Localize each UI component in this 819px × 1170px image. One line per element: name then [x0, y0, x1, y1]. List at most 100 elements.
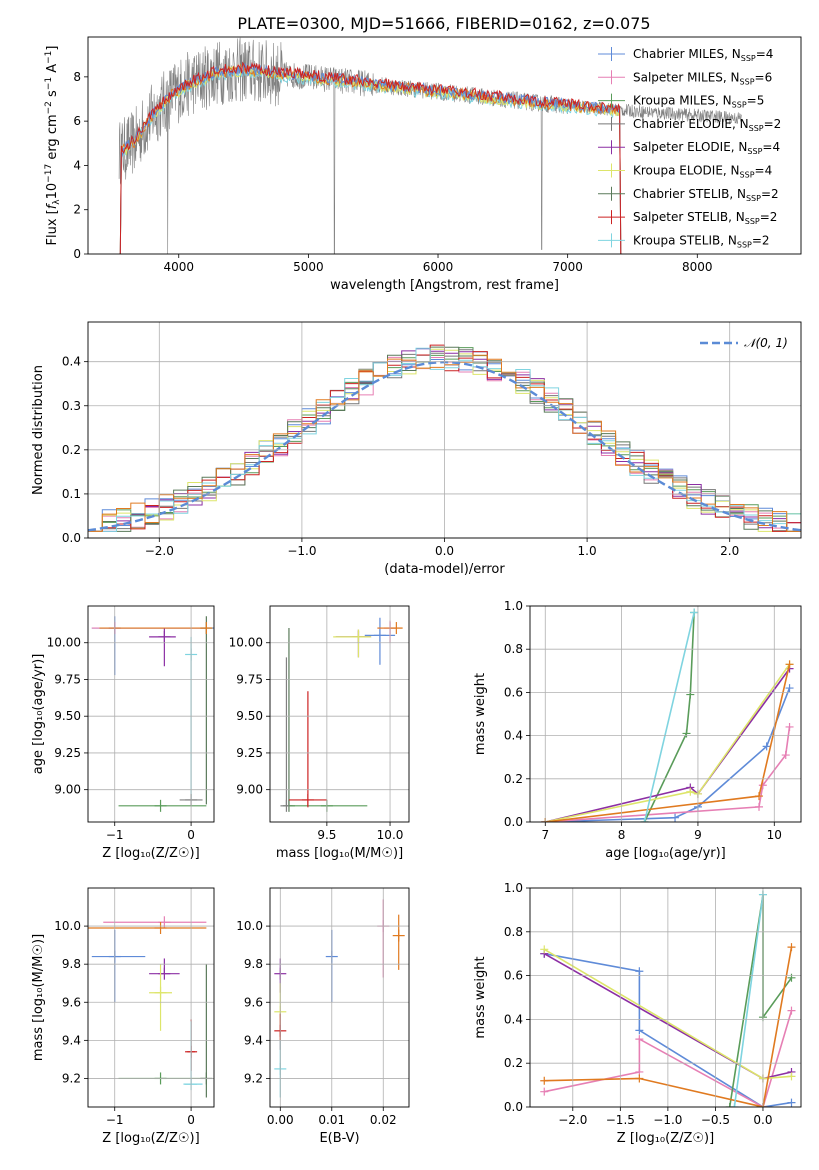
- x-axis-label: Z [log₁₀(Z/Z☉)]: [102, 1131, 199, 1146]
- legend-label: Chabrier MILES, NSSP=4: [633, 47, 773, 63]
- mass-weight-marker: [686, 787, 695, 796]
- axes-frame: [269, 605, 410, 823]
- mass-weight-marker: [755, 802, 764, 811]
- y-tick-label: 1.0: [504, 599, 523, 613]
- y-axis-label: mass [log₁₀(M/M☉)]: [31, 934, 46, 1061]
- mass-weight-marker: [635, 1074, 644, 1083]
- x-tick-label: 10: [767, 828, 782, 842]
- x-axis-label: Z [log₁₀(Z/Z☉)]: [102, 846, 199, 861]
- model-spectrum-line: [119, 61, 622, 254]
- y-tick-label: 9.2: [244, 1071, 263, 1085]
- x-tick-label: 0.00: [267, 1113, 294, 1127]
- mass-weight-marker: [781, 751, 790, 760]
- legend-label: Salpeter MILES, NSSP=6: [633, 70, 772, 86]
- y-tick-label: 1.0: [504, 881, 523, 895]
- figure-title: PLATE=0300, MJD=51666, FIBERID=0162, z=0…: [237, 14, 650, 33]
- legend-label-part: SSP: [737, 240, 752, 249]
- y-tick-label: 0.2: [504, 772, 523, 786]
- y-label-part: f: [45, 202, 60, 209]
- x-tick-label: 10.0: [377, 828, 404, 842]
- legend-label-part: SSP: [740, 171, 755, 180]
- legend-label-part: =6: [755, 70, 773, 84]
- y-tick-label: 4: [73, 158, 81, 172]
- y-tick-label: 9.00: [236, 783, 263, 797]
- y-label-part: −1: [44, 51, 54, 64]
- mass-weight-marker: [682, 729, 691, 738]
- y-label-part: −17: [44, 164, 54, 183]
- errorbar-point: [280, 657, 293, 812]
- mass-weight-marker: [787, 1098, 796, 1107]
- mass-weight-marker: [785, 722, 794, 731]
- errorbar-point: [288, 691, 327, 808]
- x-tick-label: 8: [618, 828, 626, 842]
- plot-area: [118, 37, 742, 254]
- x-axis-label: (data-model)/error: [384, 562, 505, 577]
- x-tick-label: 0.0: [753, 1113, 772, 1127]
- x-axis-label: age [log₁₀(age/yr)]: [605, 846, 726, 861]
- y-tick-label: 10.0: [236, 919, 263, 933]
- y-tick-label: 10.0: [54, 919, 81, 933]
- panel-mass-vs-Z: −1 0 9.2 9.4 9.6 9.8 10.0 Z [log₁₀(Z/Z☉)] mass […: [31, 887, 215, 1146]
- y-tick-label: 9.50: [236, 709, 263, 723]
- mass-weight-marker: [671, 813, 680, 822]
- legend-label-part: SSP: [745, 217, 760, 226]
- x-tick-label: 0: [187, 1113, 195, 1127]
- y-tick-label: 0.6: [504, 685, 523, 699]
- y-tick-label: 9.6: [62, 995, 81, 1009]
- y-axis-label: mass weight: [473, 956, 488, 1038]
- y-tick-label: 0.8: [504, 642, 523, 656]
- y-tick-label: 0.4: [504, 729, 523, 743]
- y-tick-label: 0: [73, 247, 81, 261]
- panel-massweight-vs-Z: −2.0 −1.5 −1.0 −0.5 0.0 0.0 0.2 0.4 0.6 0.8 1.0 Z […: [473, 881, 802, 1146]
- y-label-part: ]: [45, 46, 60, 51]
- y-tick-label: 0.4: [504, 1012, 523, 1026]
- x-tick-label: 2.0: [720, 544, 739, 558]
- mass-weight-marker: [635, 1026, 644, 1035]
- y-axis-label: mass weight: [473, 673, 488, 755]
- legend-label-part: Kroupa MILES, N: [633, 94, 732, 108]
- axes-frame: [87, 605, 215, 823]
- model-spectrum-line: [119, 68, 622, 254]
- x-tick-label: −1.5: [606, 1113, 635, 1127]
- legend-label: Chabrier STELIB, NSSP=2: [633, 187, 779, 203]
- legend-label-part: =2: [761, 187, 779, 201]
- mass-weight-marker: [787, 1072, 796, 1081]
- mass-weight-line: [545, 687, 791, 822]
- axes-frame: [87, 321, 802, 539]
- mass-weight-marker: [787, 1006, 796, 1015]
- x-tick-label: 8000: [682, 260, 713, 274]
- legend-label-part: SSP: [749, 124, 764, 133]
- mass-weight-line: [545, 668, 791, 822]
- mass-weight-line: [733, 894, 764, 1107]
- mass-weight-marker: [690, 608, 699, 617]
- x-tick-label: 0.01: [318, 1113, 345, 1127]
- mass-weight-line: [544, 946, 793, 1107]
- errorbar-point: [88, 921, 207, 934]
- panel-spectrum: 4000 5000 6000 7000 8000 0 2 4 6 8 wavelength [Ang…: [44, 36, 802, 293]
- model-spectrum-line: [119, 65, 622, 254]
- legend-label: 𝒩(0, 1): [744, 336, 788, 350]
- legend-label: Salpeter ELODIE, NSSP=4: [633, 140, 780, 156]
- errorbar-point: [200, 964, 213, 1098]
- y-tick-label: 9.4: [62, 1033, 81, 1047]
- y-tick-label: 0.0: [504, 815, 523, 829]
- x-tick-label: −2.0: [145, 544, 174, 558]
- x-tick-label: −2.0: [558, 1113, 587, 1127]
- panel-massweight-vs-age: 7 8 9 10 0.0 0.2 0.4 0.6 0.8 1.0 age [log₁₀(age/yr…: [473, 599, 802, 861]
- y-tick-label: 0.2: [62, 443, 81, 457]
- y-axis-label: Flux [fλ10−17 erg cm−2 s−1 A−1]: [44, 46, 62, 246]
- mass-weight-marker: [787, 943, 796, 952]
- model-spectrum-line: [119, 63, 622, 254]
- legend-label-part: Kroupa STELIB, N: [633, 233, 737, 247]
- plot-area: [88, 916, 213, 1098]
- errorbar-point: [200, 616, 213, 805]
- legend-label-part: Kroupa ELODIE, N: [633, 164, 740, 178]
- errorbar-point: [288, 799, 368, 812]
- y-axis-label: Normed distribution: [31, 365, 46, 495]
- model-spectrum-line: [119, 62, 622, 254]
- errorbar-point: [392, 914, 405, 970]
- mass-weight-marker: [635, 967, 644, 976]
- mass-weight-marker: [730, 1103, 739, 1107]
- axes-frame: [529, 605, 802, 823]
- legend-label-part: Salpeter MILES, N: [633, 70, 740, 84]
